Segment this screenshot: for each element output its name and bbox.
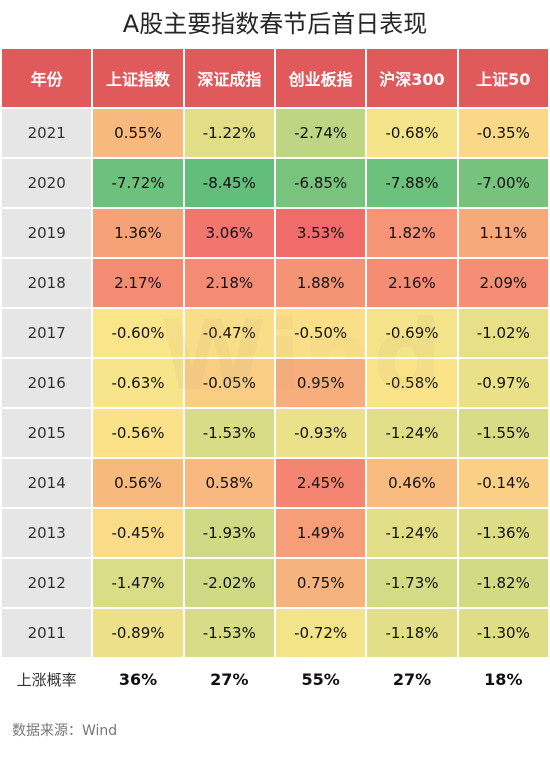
footer-value: 27% (367, 659, 457, 699)
column-header: 深证成指 (184, 49, 274, 107)
value-cell: 3.53% (275, 209, 366, 257)
year-cell: 2018 (2, 259, 92, 307)
table-row: 2021 0.55% -1.22% -2.74% -0.68% -0.35% (2, 109, 548, 157)
value-cell: 3.06% (184, 209, 274, 257)
value-cell: 2.17% (93, 259, 183, 307)
table-row: 2019 1.36% 3.06% 3.53% 1.82% 1.11% (2, 209, 548, 257)
value-cell: -1.30% (458, 609, 548, 657)
table-row: 2014 0.56% 0.58% 2.45% 0.46% -0.14% (2, 459, 548, 507)
value-cell: -0.72% (275, 609, 366, 657)
value-cell: -0.50% (275, 309, 366, 357)
year-cell: 2015 (2, 409, 92, 457)
value-cell: -1.73% (367, 559, 457, 607)
year-cell: 2020 (2, 159, 92, 207)
value-cell: -0.35% (458, 109, 548, 157)
table-row: 2017 -0.60% -0.47% -0.50% -0.69% -1.02% (2, 309, 548, 357)
table-row: 2012 -1.47% -2.02% 0.75% -1.73% -1.82% (2, 559, 548, 607)
value-cell: -0.45% (93, 509, 183, 557)
value-cell: -0.97% (458, 359, 548, 407)
value-cell: -1.53% (184, 609, 274, 657)
value-cell: 2.09% (458, 259, 548, 307)
value-cell: -2.74% (275, 109, 366, 157)
value-cell: -1.22% (184, 109, 274, 157)
value-cell: 0.58% (184, 459, 274, 507)
column-header: 创业板指 (275, 49, 366, 107)
value-cell: -1.53% (184, 409, 274, 457)
table-row: 2011 -0.89% -1.53% -0.72% -1.18% -1.30% (2, 609, 548, 657)
value-cell: -7.72% (93, 159, 183, 207)
value-cell: -1.36% (458, 509, 548, 557)
value-cell: 2.16% (367, 259, 457, 307)
footer-row: 上涨概率 36% 27% 55% 27% 18% (2, 659, 548, 699)
footer-label: 上涨概率 (2, 659, 92, 699)
column-header: 年份 (2, 49, 92, 107)
value-cell: -0.68% (367, 109, 457, 157)
table-row: 2016 -0.63% -0.05% 0.95% -0.58% -0.97% (2, 359, 548, 407)
table-row: 2015 -0.56% -1.53% -0.93% -1.24% -1.55% (2, 409, 548, 457)
value-cell: -8.45% (184, 159, 274, 207)
value-cell: 1.82% (367, 209, 457, 257)
value-cell: -1.82% (458, 559, 548, 607)
value-cell: -0.05% (184, 359, 274, 407)
value-cell: 2.18% (184, 259, 274, 307)
table-row: 2013 -0.45% -1.93% 1.49% -1.24% -1.36% (2, 509, 548, 557)
year-cell: 2013 (2, 509, 92, 557)
value-cell: -7.88% (367, 159, 457, 207)
year-cell: 2017 (2, 309, 92, 357)
value-cell: 0.56% (93, 459, 183, 507)
footer-value: 27% (184, 659, 274, 699)
value-cell: 0.95% (275, 359, 366, 407)
value-cell: -1.18% (367, 609, 457, 657)
header-row: 年份 上证指数 深证成指 创业板指 沪深300 上证50 (2, 49, 548, 107)
footer-value: 18% (458, 659, 548, 699)
table-body: 2021 0.55% -1.22% -2.74% -0.68% -0.35% 2020 -7.… (2, 109, 548, 657)
value-cell: -0.56% (93, 409, 183, 457)
value-cell: -0.69% (367, 309, 457, 357)
value-cell: 1.36% (93, 209, 183, 257)
index-performance-table: 年份 上证指数 深证成指 创业板指 沪深300 上证50 2021 0.55% -1… (0, 47, 550, 701)
table-row: 2020 -7.72% -8.45% -6.85% -7.88% -7.00% (2, 159, 548, 207)
value-cell: -0.58% (367, 359, 457, 407)
value-cell: 0.46% (367, 459, 457, 507)
value-cell: 0.75% (275, 559, 366, 607)
year-cell: 2019 (2, 209, 92, 257)
footer-value: 36% (93, 659, 183, 699)
year-cell: 2021 (2, 109, 92, 157)
value-cell: -1.24% (367, 509, 457, 557)
chart-title: A股主要指数春节后首日表现 (122, 10, 428, 38)
value-cell: 0.55% (93, 109, 183, 157)
value-cell: -0.60% (93, 309, 183, 357)
table-row: 2018 2.17% 2.18% 1.88% 2.16% 2.09% (2, 259, 548, 307)
value-cell: -0.63% (93, 359, 183, 407)
year-cell: 2016 (2, 359, 92, 407)
value-cell: -0.47% (184, 309, 274, 357)
value-cell: 1.88% (275, 259, 366, 307)
value-cell: 1.11% (458, 209, 548, 257)
value-cell: -2.02% (184, 559, 274, 607)
value-cell: -1.02% (458, 309, 548, 357)
value-cell: -0.14% (458, 459, 548, 507)
value-cell: -1.93% (184, 509, 274, 557)
value-cell: -1.55% (458, 409, 548, 457)
column-header: 上证50 (458, 49, 548, 107)
footer-value: 55% (275, 659, 366, 699)
column-header: 沪深300 (367, 49, 457, 107)
value-cell: -0.89% (93, 609, 183, 657)
year-cell: 2014 (2, 459, 92, 507)
source-note: 数据来源：Wind (12, 723, 118, 739)
year-cell: 2011 (2, 609, 92, 657)
value-cell: 1.49% (275, 509, 366, 557)
value-cell: 2.45% (275, 459, 366, 507)
year-cell: 2012 (2, 559, 92, 607)
value-cell: -1.24% (367, 409, 457, 457)
value-cell: -0.93% (275, 409, 366, 457)
column-header: 上证指数 (93, 49, 183, 107)
value-cell: -7.00% (458, 159, 548, 207)
value-cell: -6.85% (275, 159, 366, 207)
value-cell: -1.47% (93, 559, 183, 607)
